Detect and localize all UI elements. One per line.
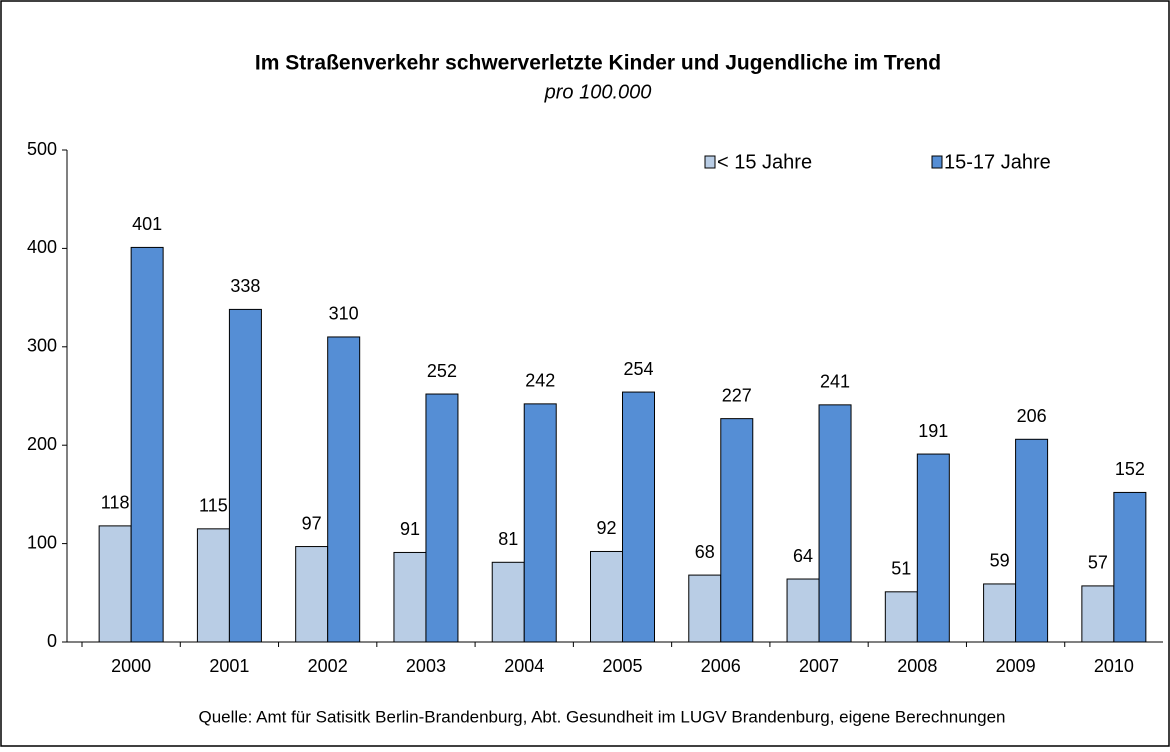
value-label: 97 [302, 513, 322, 533]
y-tick-label: 400 [27, 237, 57, 257]
value-label: 152 [1115, 459, 1145, 479]
x-tick-label: 2009 [996, 656, 1036, 676]
bar [1113, 491, 1147, 643]
value-label: 242 [525, 371, 555, 391]
value-label: 59 [990, 551, 1010, 571]
source-note: Quelle: Amt für Satisitk Berlin-Brandenb… [198, 707, 1005, 726]
bar [818, 404, 852, 643]
x-tick-label: 2001 [209, 656, 249, 676]
legend-label: 15-17 Jahre [944, 151, 1051, 173]
bar [622, 391, 655, 643]
x-tick-label: 2006 [701, 656, 741, 676]
chart-title: Im Straßenverkehr schwerverletzte Kinder… [255, 52, 941, 75]
bar [983, 583, 1017, 643]
value-label: 92 [596, 518, 616, 538]
x-tick-label: 2003 [406, 656, 446, 676]
value-label: 252 [427, 361, 457, 381]
value-label: 51 [891, 559, 911, 579]
bar [523, 403, 557, 643]
value-label: 57 [1088, 553, 1108, 573]
value-label: 241 [820, 372, 850, 392]
bar [130, 246, 164, 643]
x-tick-label: 2000 [111, 656, 151, 676]
value-label: 68 [695, 542, 715, 562]
x-tick-label: 2007 [799, 656, 839, 676]
bar [228, 308, 262, 643]
legend-swatch [704, 155, 716, 169]
value-label: 310 [329, 304, 359, 324]
bar [786, 578, 820, 643]
y-tick-label: 500 [27, 139, 57, 159]
y-tick-label: 0 [47, 631, 57, 651]
x-tick-label: 2010 [1094, 656, 1134, 676]
value-label: 91 [400, 519, 420, 539]
chart-subtitle: pro 100.000 [544, 81, 652, 103]
value-label: 401 [132, 214, 162, 234]
value-label: 227 [722, 385, 752, 405]
bar [688, 574, 722, 643]
bar [1015, 438, 1049, 643]
bar [327, 336, 361, 643]
value-label: 191 [918, 421, 948, 441]
y-tick-label: 100 [27, 532, 57, 552]
x-tick-label: 2002 [308, 656, 348, 676]
y-tick-label: 300 [27, 336, 57, 356]
bar [720, 418, 754, 643]
x-tick-label: 2004 [504, 656, 544, 676]
value-label: 254 [623, 359, 653, 379]
bar [491, 561, 525, 643]
bar [1081, 585, 1115, 643]
y-tick-label: 200 [27, 434, 57, 454]
bar [295, 546, 329, 643]
legend-label: < 15 Jahre [717, 151, 812, 173]
bar [393, 551, 427, 643]
value-label: 64 [793, 546, 813, 566]
x-tick-label: 2005 [602, 656, 642, 676]
value-label: 338 [230, 276, 260, 296]
value-label: 206 [1017, 406, 1047, 426]
bar [590, 550, 623, 643]
value-label: 118 [101, 493, 130, 513]
bar [884, 591, 918, 643]
x-tick-label: 2008 [897, 656, 937, 676]
legend-swatch [931, 155, 943, 169]
value-label: 115 [199, 496, 228, 516]
value-label: 81 [498, 529, 518, 549]
bar [196, 528, 230, 643]
bar [916, 453, 950, 643]
bar [98, 525, 132, 643]
bar [425, 393, 459, 643]
